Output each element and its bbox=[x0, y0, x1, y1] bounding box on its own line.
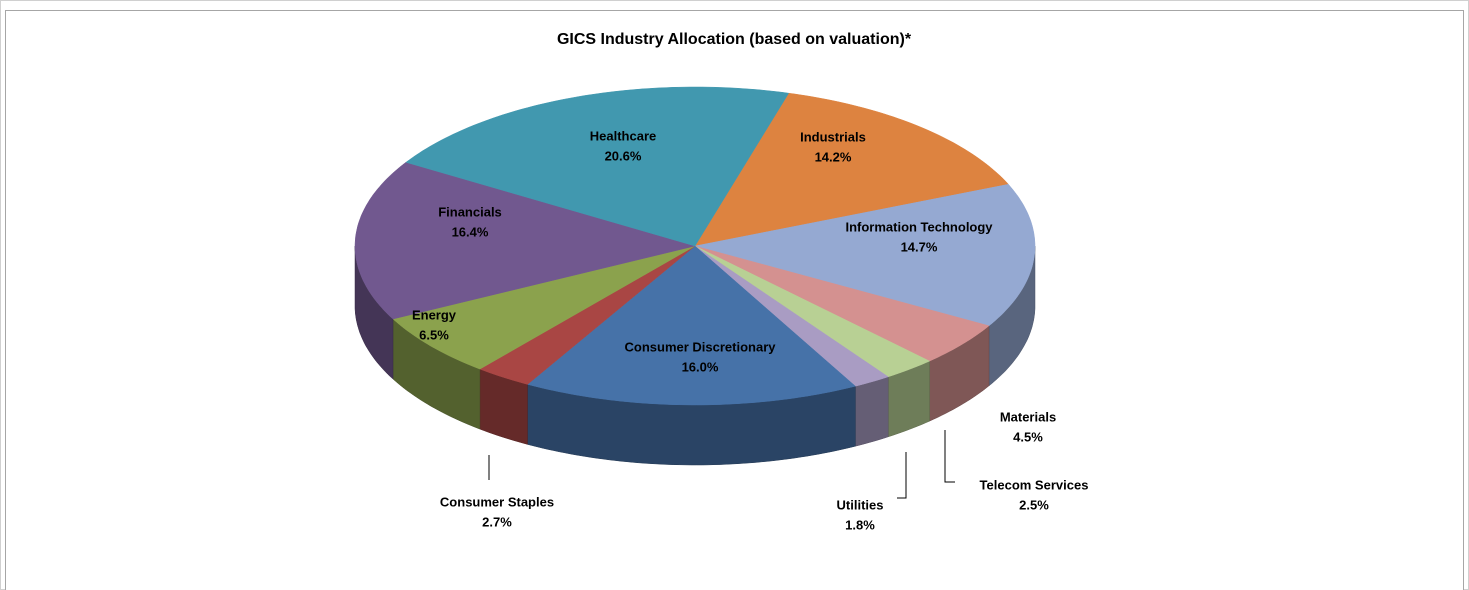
slice-label: Consumer Discretionary bbox=[625, 339, 777, 354]
slice-value-label: 16.0% bbox=[682, 359, 719, 374]
slice-value-label: 16.4% bbox=[452, 224, 489, 239]
slice bbox=[694, 245, 889, 387]
slice-label: Financials bbox=[438, 204, 502, 219]
slice bbox=[694, 184, 1036, 327]
slice bbox=[405, 86, 790, 247]
slice-label: Consumer Staples bbox=[440, 494, 554, 509]
slice-value-label: 1.8% bbox=[845, 517, 875, 532]
slice-label: Utilities bbox=[837, 497, 884, 512]
slice-side bbox=[855, 376, 889, 447]
slice bbox=[354, 162, 696, 320]
slice-value-label: 14.2% bbox=[815, 149, 852, 164]
slice-value-label: 2.5% bbox=[1019, 497, 1049, 512]
slice bbox=[392, 245, 696, 370]
slice-value-label: 6.5% bbox=[419, 327, 449, 342]
slice-label: Energy bbox=[412, 307, 457, 322]
slice-value-label: 2.7% bbox=[482, 514, 512, 529]
slice-value-label: 14.7% bbox=[901, 239, 938, 254]
chart-title: GICS Industry Allocation (based on valua… bbox=[557, 31, 912, 48]
slice-label: Materials bbox=[1000, 409, 1056, 424]
slice-label: Information Technology bbox=[845, 219, 993, 234]
leader-line bbox=[944, 430, 955, 483]
slice bbox=[694, 245, 990, 362]
slice bbox=[694, 92, 1009, 247]
slice bbox=[694, 245, 931, 378]
leader-line bbox=[897, 452, 907, 499]
slice bbox=[526, 245, 856, 406]
slice-label: Industrials bbox=[800, 129, 866, 144]
slice-value-label: 20.6% bbox=[605, 148, 642, 163]
slice-value-label: 4.5% bbox=[1013, 429, 1043, 444]
slice bbox=[479, 245, 696, 385]
slice-label: Healthcare bbox=[590, 128, 656, 143]
slice-label: Telecom Services bbox=[980, 477, 1089, 492]
